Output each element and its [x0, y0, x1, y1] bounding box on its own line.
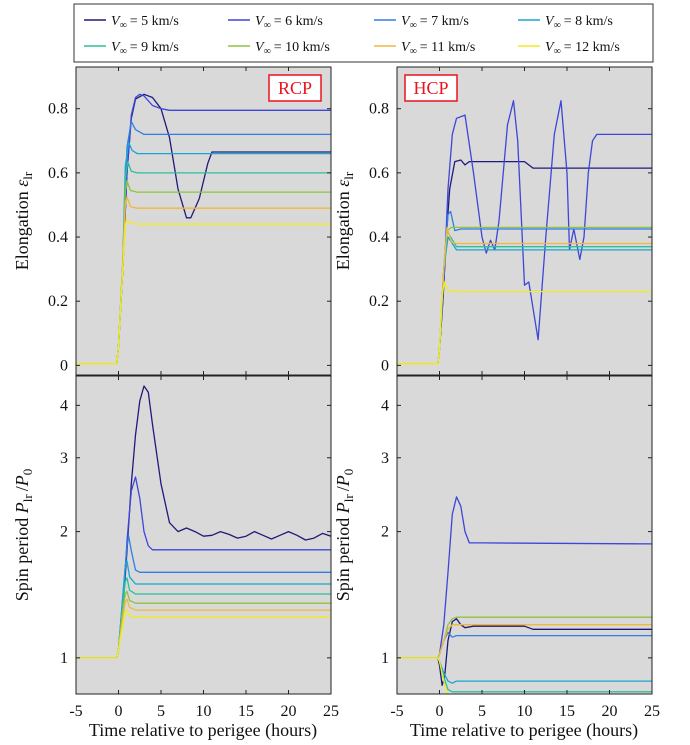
y-tick-label: 1	[60, 650, 68, 667]
series-line-7	[397, 624, 652, 659]
series-group	[76, 93, 331, 365]
y-tick-label: 0.8	[48, 101, 68, 118]
plot-area	[76, 67, 331, 375]
legend: V∞ = 5 km/s V∞ = 6 km/s V∞ = 7 km/s V∞ = 8 km/s…	[73, 3, 654, 63]
x-tick-label: 0	[436, 703, 444, 720]
y-tick-label: 4	[60, 397, 68, 414]
plot-area	[76, 376, 331, 694]
x-tick-label: 10	[196, 703, 212, 720]
series-line-8	[397, 281, 652, 365]
y-axis-label: Elongation εlr	[12, 171, 35, 270]
y-axis-label: Spin period Plr/P0	[12, 469, 35, 601]
plot-area	[397, 67, 652, 375]
panel-4: 1 2 3 4 -5 0 5 10 15 20 25 Spin period Plr/P0	[333, 375, 660, 720]
y-tick-label: 1	[381, 650, 389, 667]
legend-box	[73, 3, 654, 63]
y-tick-label: 0.2	[369, 293, 389, 310]
y-tick-label: 4	[381, 397, 389, 414]
y-tick-label: 0	[381, 357, 389, 374]
x-axis-label-left: Time relative to perigee (hours)	[89, 720, 317, 741]
series-line-8	[397, 657, 449, 694]
y-tick-label: 0.4	[369, 229, 389, 246]
y-tick-label: 2	[60, 524, 68, 541]
y-tick-label: 0.6	[48, 165, 68, 182]
series-line-1	[397, 618, 652, 686]
x-tick-label: 20	[602, 703, 618, 720]
y-tick-label: 0.4	[48, 229, 68, 246]
y-tick-label: 3	[381, 450, 389, 467]
x-tick-label: 20	[281, 703, 297, 720]
x-tick-label: -5	[69, 703, 82, 720]
y-tick-label: 2	[381, 524, 389, 541]
legend-label: V∞ = 6 km/s	[255, 14, 323, 31]
panel-2: 0 0.2 0.4 0.6 0.8 Elongation εlr HCP	[333, 66, 653, 376]
legend-label: V∞ = 12 km/s	[545, 40, 620, 57]
y-tick-label: 0.6	[369, 165, 389, 182]
series-group	[397, 496, 652, 694]
legend-label: V∞ = 5 km/s	[111, 14, 179, 31]
x-tick-label: -5	[390, 703, 403, 720]
x-tick-label: 25	[323, 703, 339, 720]
series-line-2	[397, 100, 652, 365]
x-axis-label-right: Time relative to perigee (hours)	[410, 720, 638, 741]
badge-box	[404, 74, 458, 102]
y-tick-label: 0.8	[369, 101, 389, 118]
badge-box	[268, 74, 322, 102]
y-axis-label: Spin period Plr/P0	[333, 469, 356, 601]
x-tick-label: 15	[559, 703, 575, 720]
legend-label: V∞ = 8 km/s	[545, 14, 613, 31]
legend-label: V∞ = 9 km/s	[111, 40, 179, 57]
panels: 0 0.2 0.4 0.6 0.8 Elongation εlr RCP 0 0.2 0.4 0.6…	[12, 66, 660, 720]
legend-label: V∞ = 11 km/s	[401, 40, 475, 57]
series-line-1	[76, 385, 331, 659]
y-axis-label: Elongation εlr	[333, 171, 356, 270]
y-tick-label: 3	[60, 450, 68, 467]
x-tick-label: 5	[157, 703, 165, 720]
series-line-8	[76, 609, 331, 659]
badge-label: HCP	[413, 78, 448, 98]
panel-3: 1 2 3 4 -5 0 5 10 15 20 25 Spin period Plr/P0	[12, 375, 339, 720]
legend-label: V∞ = 10 km/s	[255, 40, 330, 57]
series-group	[76, 385, 331, 659]
badge-label: RCP	[278, 78, 312, 98]
x-tick-label: 15	[238, 703, 254, 720]
series-line-8	[76, 218, 331, 365]
plot-area	[397, 376, 652, 694]
series-group	[397, 100, 652, 365]
panel-1: 0 0.2 0.4 0.6 0.8 Elongation εlr RCP	[12, 66, 332, 376]
x-tick-label: 10	[517, 703, 533, 720]
x-tick-label: 5	[478, 703, 486, 720]
y-tick-label: 0.2	[48, 293, 68, 310]
legend-label: V∞ = 7 km/s	[401, 14, 469, 31]
y-tick-label: 0	[60, 357, 68, 374]
x-tick-label: 0	[115, 703, 123, 720]
x-tick-label: 25	[644, 703, 660, 720]
